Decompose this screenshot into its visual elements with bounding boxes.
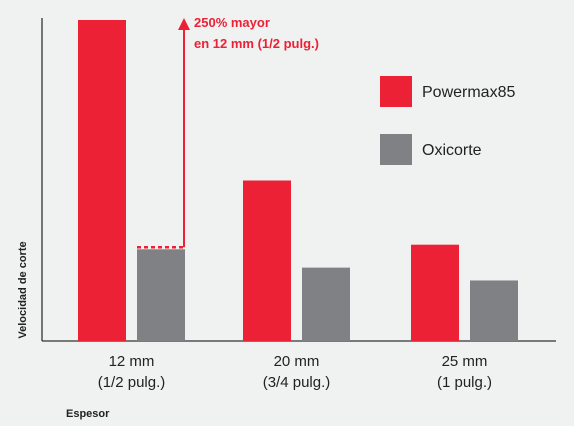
x-tick-label-0-line-0: 12 mm bbox=[109, 353, 155, 370]
bar-powermax85-1 bbox=[243, 180, 291, 341]
x-tick-labels: 12 mm (1/2 pulg.) 20 mm (3/4 pulg.) 25 mm (1 … bbox=[98, 353, 492, 391]
legend: Powermax85 Oxicorte bbox=[380, 76, 515, 165]
bar-powermax85-2 bbox=[411, 244, 459, 341]
bar-oxicorte-1 bbox=[302, 267, 350, 341]
y-axis-label: Velocidad de corte bbox=[17, 241, 29, 338]
x-tick-label-1-line-1: (3/4 pulg.) bbox=[263, 374, 331, 391]
bar-oxicorte-0 bbox=[137, 249, 185, 341]
bar-powermax85-0 bbox=[78, 20, 126, 341]
axis-labels: Espesor Velocidad de corte bbox=[17, 241, 110, 420]
legend-swatch-oxicorte bbox=[380, 134, 412, 165]
bars bbox=[78, 20, 518, 341]
x-tick-label-2-line-0: 25 mm bbox=[442, 353, 488, 370]
legend-label-powermax85: Powermax85 bbox=[422, 84, 515, 101]
x-tick-label-2-line-1: (1 pulg.) bbox=[437, 374, 492, 391]
x-tick-label-1-line-0: 20 mm bbox=[274, 353, 320, 370]
x-tick-label-0-line-1: (1/2 pulg.) bbox=[98, 374, 166, 391]
x-axis-label: Espesor bbox=[66, 408, 110, 420]
annotation: 250% mayor en 12 mm (1/2 pulg.) bbox=[137, 15, 319, 249]
bar-oxicorte-2 bbox=[470, 280, 518, 341]
legend-swatch-powermax85 bbox=[380, 76, 412, 107]
legend-label-oxicorte: Oxicorte bbox=[422, 142, 482, 159]
annotation-text-line-0: 250% mayor bbox=[194, 15, 270, 30]
annotation-text-line-1: en 12 mm (1/2 pulg.) bbox=[194, 36, 319, 51]
annotation-arrow-head bbox=[178, 18, 190, 30]
